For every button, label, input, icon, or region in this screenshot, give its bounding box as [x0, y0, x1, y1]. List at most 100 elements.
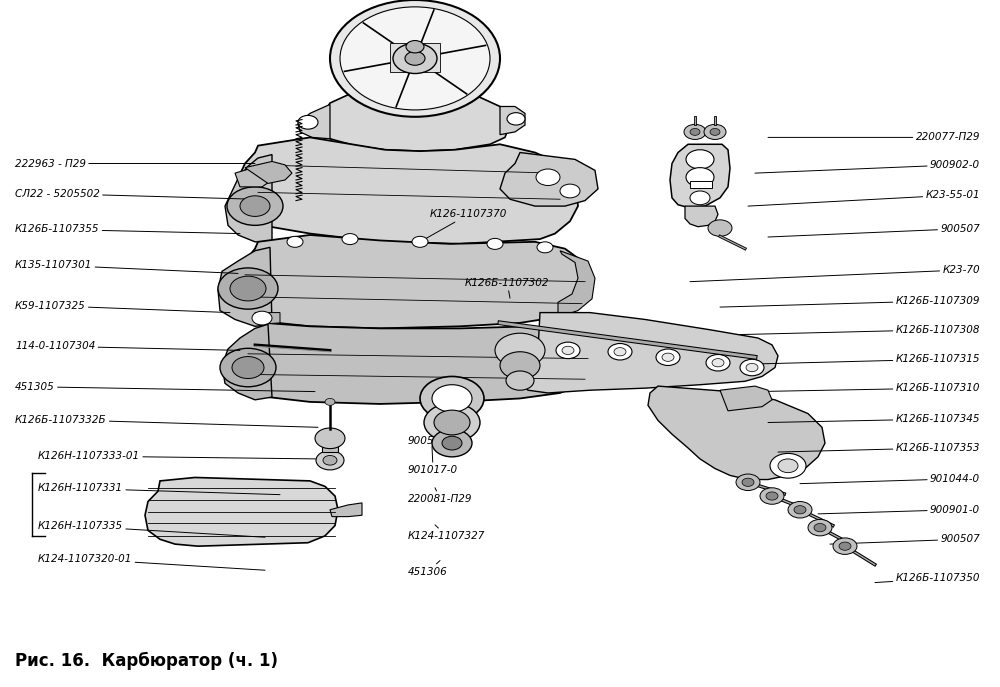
Polygon shape: [145, 477, 338, 546]
Text: 220077-П29: 220077-П29: [768, 133, 980, 142]
Circle shape: [406, 41, 424, 53]
Circle shape: [560, 184, 580, 198]
Text: 451305: 451305: [15, 382, 315, 392]
Circle shape: [704, 124, 726, 139]
Polygon shape: [648, 386, 825, 480]
Polygon shape: [685, 206, 718, 227]
Text: К126Б-1107332Б: К126Б-1107332Б: [15, 415, 318, 427]
Circle shape: [424, 403, 480, 442]
Circle shape: [814, 523, 826, 532]
Polygon shape: [218, 247, 272, 326]
Text: К126Б-1107302: К126Б-1107302: [465, 278, 550, 298]
Text: 900507: 900507: [830, 534, 980, 544]
Text: К124-1107320-01: К124-1107320-01: [38, 554, 265, 570]
Text: К126Н-1107335: К126Н-1107335: [38, 521, 265, 537]
Circle shape: [412, 236, 428, 247]
Polygon shape: [235, 166, 272, 187]
Circle shape: [495, 333, 545, 368]
Text: 901044-0: 901044-0: [800, 474, 980, 484]
Circle shape: [839, 542, 851, 550]
Text: 451306: 451306: [408, 561, 448, 576]
Circle shape: [766, 492, 778, 500]
Circle shape: [690, 191, 710, 205]
Circle shape: [614, 348, 626, 356]
Text: К124-1107327: К124-1107327: [408, 525, 485, 541]
Polygon shape: [222, 324, 272, 400]
Circle shape: [230, 276, 266, 301]
Text: К126Б-1107353: К126Б-1107353: [778, 443, 980, 453]
Text: 901017-0: 901017-0: [408, 447, 458, 475]
Circle shape: [708, 220, 732, 236]
Circle shape: [487, 238, 503, 249]
Circle shape: [434, 410, 470, 435]
Text: К126Н-1107333-01: К126Н-1107333-01: [38, 451, 318, 461]
Circle shape: [342, 234, 358, 245]
Circle shape: [218, 268, 278, 309]
Circle shape: [684, 124, 706, 139]
Text: К126Б-1107310: К126Б-1107310: [755, 383, 980, 393]
Circle shape: [323, 455, 337, 465]
Text: 114-0-1107304: 114-0-1107304: [15, 341, 240, 351]
Circle shape: [710, 128, 720, 135]
Circle shape: [740, 359, 764, 376]
Circle shape: [432, 385, 472, 412]
Circle shape: [746, 363, 758, 372]
Circle shape: [770, 453, 806, 478]
Circle shape: [220, 348, 276, 387]
Circle shape: [393, 43, 437, 74]
Circle shape: [232, 357, 264, 379]
Circle shape: [537, 242, 553, 253]
Polygon shape: [245, 161, 292, 183]
Polygon shape: [238, 137, 578, 244]
Circle shape: [298, 115, 318, 129]
Bar: [322, 442, 338, 452]
Circle shape: [778, 459, 798, 473]
Text: 220081-П29: 220081-П29: [408, 488, 473, 504]
Polygon shape: [255, 313, 280, 324]
Circle shape: [252, 311, 272, 325]
Text: СЛ22 - 5205502: СЛ22 - 5205502: [15, 189, 255, 199]
Text: К126Б-1107308: К126Б-1107308: [740, 325, 980, 335]
Text: К126Б-1107309: К126Б-1107309: [720, 296, 980, 307]
Circle shape: [330, 0, 500, 117]
Circle shape: [562, 346, 574, 354]
Polygon shape: [558, 251, 595, 317]
Polygon shape: [720, 386, 772, 411]
Text: К126Б-1107345: К126Б-1107345: [768, 414, 980, 424]
Text: 900902-0: 900902-0: [755, 160, 980, 173]
Circle shape: [506, 371, 534, 390]
Circle shape: [742, 478, 754, 486]
Polygon shape: [240, 323, 592, 404]
Circle shape: [788, 502, 812, 518]
Text: 900509: 900509: [408, 418, 448, 446]
Circle shape: [500, 352, 540, 379]
Polygon shape: [330, 503, 362, 517]
Text: К126Б-1107350: К126Б-1107350: [875, 574, 980, 583]
Circle shape: [712, 359, 724, 367]
Bar: [690, 181, 712, 188]
Text: К126Н-1107331: К126Н-1107331: [38, 484, 280, 495]
Text: К59-1107325: К59-1107325: [15, 301, 230, 313]
Circle shape: [287, 236, 303, 247]
Text: К126-1107370: К126-1107370: [420, 210, 507, 242]
Text: К135-1107301: К135-1107301: [15, 260, 238, 273]
Circle shape: [662, 353, 674, 361]
Text: К126Б-1107355: К126Б-1107355: [15, 225, 240, 234]
Circle shape: [405, 52, 425, 65]
Circle shape: [686, 168, 714, 187]
Circle shape: [325, 398, 335, 405]
Text: 900507: 900507: [768, 224, 980, 237]
Circle shape: [315, 428, 345, 449]
Circle shape: [656, 349, 680, 365]
Circle shape: [507, 113, 525, 125]
Text: 222963 - П29: 222963 - П29: [15, 159, 255, 168]
Text: К126Б-1107315: К126Б-1107315: [750, 354, 980, 364]
Circle shape: [240, 196, 270, 216]
Text: К23-55-01: К23-55-01: [748, 190, 980, 206]
Polygon shape: [520, 313, 778, 393]
Text: К23-70: К23-70: [690, 265, 980, 282]
Circle shape: [432, 429, 472, 457]
Polygon shape: [670, 144, 730, 207]
Circle shape: [686, 150, 714, 169]
Circle shape: [536, 169, 560, 185]
